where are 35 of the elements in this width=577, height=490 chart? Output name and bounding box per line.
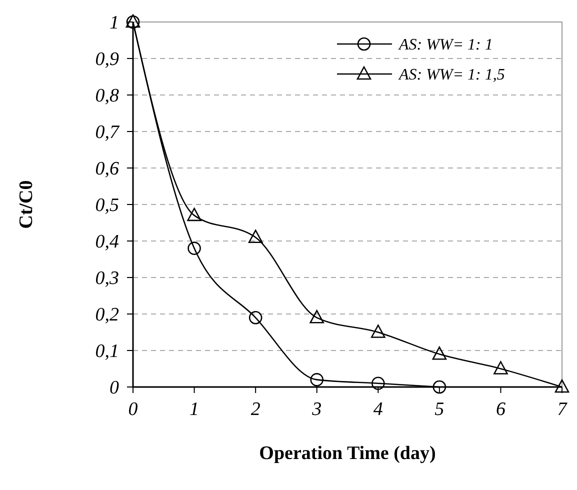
- point: [248, 230, 263, 243]
- y-tick-label: 0,4: [95, 232, 120, 253]
- y-tick-label: 1: [110, 12, 119, 34]
- point: [248, 311, 262, 324]
- x-tick-label: 4: [373, 399, 384, 420]
- x-axis-title: Operation Time (day): [259, 443, 436, 464]
- x-tick-label: 0: [128, 399, 138, 420]
- point: [371, 376, 385, 390]
- y-tick-label: 0,9: [95, 49, 120, 70]
- point: [370, 324, 386, 338]
- legend-label: AS: WW= 1: 1: [398, 36, 493, 54]
- y-tick-label: 0: [110, 378, 120, 399]
- legend-label: AS: WW= 1: 1,5: [398, 66, 505, 84]
- point: [432, 380, 446, 394]
- point: [494, 361, 508, 374]
- y-tick-label: 0,2: [95, 304, 120, 326]
- x-tick-label: 1: [190, 399, 200, 420]
- point: [432, 346, 447, 360]
- y-tick-label: 0,5: [95, 195, 119, 216]
- y-axis-title: Ct/C0: [16, 180, 37, 229]
- x-tick-label: 3: [311, 399, 322, 420]
- x-tick-label: 7: [557, 399, 568, 420]
- point: [187, 208, 202, 222]
- y-tick-label: 0,7: [95, 122, 120, 144]
- y-tick-label: 0,8: [95, 86, 120, 107]
- point: [188, 242, 201, 255]
- x-tick-label: 6: [496, 399, 506, 420]
- point: [554, 379, 570, 393]
- x-tick-label: 5: [434, 399, 444, 420]
- y-tick-label: 0,3: [95, 268, 119, 290]
- y-tick-label: 0,6: [95, 158, 120, 180]
- point: [310, 373, 324, 386]
- point: [310, 310, 324, 324]
- y-tick-label: 0,1: [95, 341, 119, 362]
- x-tick-label: 2: [250, 399, 261, 420]
